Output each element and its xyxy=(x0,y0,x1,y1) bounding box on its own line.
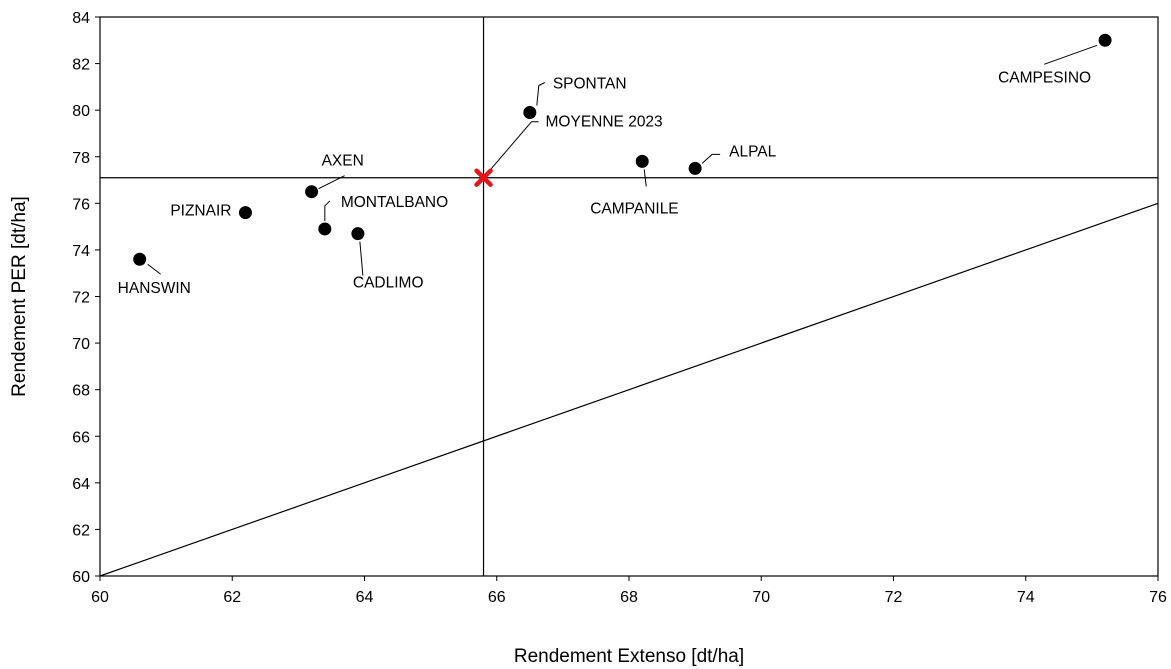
x-tick-label: 66 xyxy=(488,589,506,606)
leader-line xyxy=(318,175,345,190)
y-tick-label: 74 xyxy=(72,243,90,260)
point-label: AXEN xyxy=(322,153,364,170)
point-label: HANSWIN xyxy=(118,280,191,297)
diagonal-reference-line xyxy=(99,202,1159,577)
point-marker xyxy=(351,227,365,241)
y-tick-label: 76 xyxy=(72,196,90,213)
point-label: ALPAL xyxy=(729,143,776,160)
leader-line xyxy=(147,263,161,275)
point-label: CAMPANILE xyxy=(590,200,678,217)
x-tick-label: 76 xyxy=(1149,589,1167,606)
point-label: SPONTAN xyxy=(553,75,627,92)
point-label: CADLIMO xyxy=(353,275,424,292)
average-marker xyxy=(474,168,493,187)
x-axis-title: Rendement Extenso [dt/ha] xyxy=(514,646,744,667)
x-tick-label: 72 xyxy=(885,589,903,606)
y-axis-ticks: 60 62 64 66 68 70 72 74 76 78 80 82 84 xyxy=(72,10,100,586)
point-marker xyxy=(305,185,319,199)
point-marker xyxy=(1098,33,1112,47)
point-label: CAMPESINO xyxy=(998,69,1091,86)
y-tick-label: 62 xyxy=(72,522,90,539)
y-tick-label: 70 xyxy=(72,336,90,353)
y-axis-title: Rendement PER [dt/ha] xyxy=(9,196,30,397)
leader-line xyxy=(536,82,546,106)
data-points xyxy=(133,33,1112,266)
y-tick-label: 82 xyxy=(72,57,90,74)
point-marker xyxy=(318,222,332,236)
leader-line xyxy=(643,169,647,187)
x-axis-ticks: 60 62 64 66 68 70 72 74 76 xyxy=(91,576,1167,606)
y-tick-label: 80 xyxy=(72,103,90,120)
point-marker xyxy=(635,154,649,168)
leader-line xyxy=(324,200,331,221)
leader-line xyxy=(359,241,364,276)
reference-lines xyxy=(99,17,1159,577)
point-marker xyxy=(133,252,147,266)
average-label: MOYENNE 2023 xyxy=(546,114,663,131)
x-tick-label: 64 xyxy=(356,589,374,606)
leader-line xyxy=(483,121,539,179)
y-tick-label: 78 xyxy=(72,150,90,167)
x-tick-label: 60 xyxy=(91,589,109,606)
plot-area xyxy=(99,16,1159,577)
label-leader-lines xyxy=(147,44,1098,276)
point-marker xyxy=(523,105,537,119)
leader-line xyxy=(1043,44,1098,65)
x-tick-label: 62 xyxy=(223,589,241,606)
leader-line xyxy=(701,153,721,164)
point-label: MONTALBANO xyxy=(341,194,448,211)
y-tick-label: 66 xyxy=(72,429,90,446)
x-tick-label: 68 xyxy=(620,589,638,606)
y-tick-label: 84 xyxy=(72,10,90,27)
point-label: PIZNAIR xyxy=(170,203,231,220)
y-tick-label: 60 xyxy=(72,569,90,586)
y-tick-label: 68 xyxy=(72,383,90,400)
point-marker xyxy=(688,161,702,175)
x-tick-label: 70 xyxy=(752,589,770,606)
y-tick-label: 72 xyxy=(72,290,90,307)
x-tick-label: 74 xyxy=(1017,589,1035,606)
y-tick-label: 64 xyxy=(72,476,90,493)
point-marker xyxy=(238,206,252,220)
point-labels: HANSWIN PIZNAIR AXEN MONTALBANO CADLIMO SPONT… xyxy=(118,69,1091,297)
